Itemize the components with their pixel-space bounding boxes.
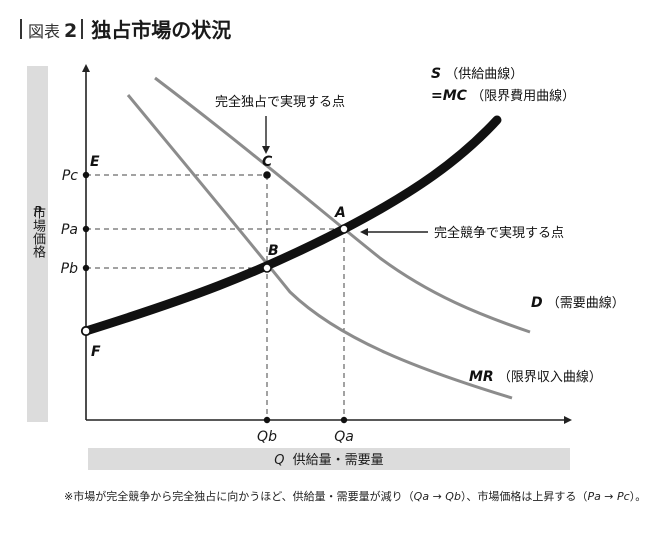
point-c-marker bbox=[263, 171, 271, 179]
point-b-marker bbox=[262, 263, 272, 273]
point-label-a: A bbox=[334, 205, 346, 221]
price-tick-pb: Pb bbox=[61, 261, 78, 277]
axis-point-qa bbox=[340, 416, 348, 424]
mc-curve-symbol: =MC bbox=[431, 88, 468, 104]
demand-curve-label: D （需要曲線） bbox=[531, 295, 625, 311]
price-tick-pc: Pc bbox=[62, 168, 78, 184]
footnote-qa: Qa bbox=[413, 490, 430, 503]
x-axis-symbol: Q bbox=[274, 453, 284, 468]
x-axis-label: Q 供給量・需要量 bbox=[274, 453, 383, 468]
footnote-part2: ）、市場価格は上昇する（ bbox=[460, 490, 588, 503]
supply-mc-curve bbox=[81, 115, 502, 336]
figure-number: 2 bbox=[64, 20, 78, 42]
price-tick-pa: Pa bbox=[61, 222, 78, 238]
footnote-arrow1: → bbox=[429, 490, 446, 503]
footnote-arrow2: → bbox=[600, 490, 618, 503]
mr-curve-text: （限界収入曲線） bbox=[498, 369, 602, 385]
y-axis-label: 市場価格 bbox=[30, 205, 46, 258]
guide-lines bbox=[86, 174, 345, 420]
mr-curve-symbol: MR bbox=[469, 369, 494, 385]
axis-point-qb bbox=[263, 416, 271, 424]
competition-point-annotation: 完全競争で実現する点 bbox=[434, 225, 564, 241]
header-left-rule bbox=[20, 18, 22, 39]
demand-curve-text: （需要曲線） bbox=[547, 295, 625, 311]
quantity-tick-qb: Qb bbox=[257, 429, 277, 445]
footnote-part3: ）。 bbox=[629, 490, 647, 503]
point-label-c: C bbox=[262, 154, 273, 170]
y-axis-label-band bbox=[27, 66, 48, 422]
point-a-marker bbox=[339, 224, 349, 234]
monopoly-point-annotation: 完全独占で実現する点 bbox=[215, 94, 345, 110]
footnote-pc: Pc bbox=[617, 490, 630, 503]
header-separator bbox=[81, 18, 84, 39]
supply-curve-label: S （供給曲線） bbox=[431, 66, 523, 82]
axis-point-pa bbox=[82, 225, 90, 233]
y-axis-symbol: P bbox=[34, 205, 42, 220]
footnote-part1: ※市場が完全競争から完全独占に向かうほど、供給量・需要量が減り（ bbox=[64, 490, 414, 503]
mc-curve-text: （限界費用曲線） bbox=[471, 88, 575, 104]
point-label-e: E bbox=[90, 154, 100, 170]
y-axis-label-text: 市場価格 bbox=[30, 205, 46, 258]
footnote: ※市場が完全競争から完全独占に向かうほど、供給量・需要量が減り（Qa → Qb）… bbox=[64, 488, 646, 504]
figure-title: 独占市場の状況 bbox=[91, 18, 232, 42]
axis-point-pb bbox=[82, 264, 90, 272]
point-label-f: F bbox=[91, 344, 101, 360]
mc-curve-label: =MC （限界費用曲線） bbox=[431, 88, 575, 104]
axis-point-pc bbox=[82, 171, 90, 179]
x-axis-label-band bbox=[88, 448, 570, 470]
figure-header: 図表 2 独占市場の状況 bbox=[20, 14, 231, 43]
point-f-marker bbox=[80, 325, 92, 337]
footnote-pa: Pa bbox=[587, 490, 601, 503]
footnote-qb: Qb bbox=[445, 490, 461, 503]
x-axis-label-text: 供給量・需要量 bbox=[293, 453, 384, 468]
mr-curve-label: MR （限界収入曲線） bbox=[469, 369, 602, 385]
supply-curve-text: （供給曲線） bbox=[445, 66, 523, 82]
supply-curve-symbol: S bbox=[431, 66, 441, 82]
quantity-tick-qa: Qa bbox=[334, 429, 354, 445]
figure-label: 図表 bbox=[28, 22, 61, 41]
marginal-revenue-curve bbox=[126, 94, 513, 400]
demand-curve-symbol: D bbox=[531, 295, 543, 311]
demand-curve bbox=[154, 76, 531, 334]
point-label-b: B bbox=[268, 243, 279, 259]
